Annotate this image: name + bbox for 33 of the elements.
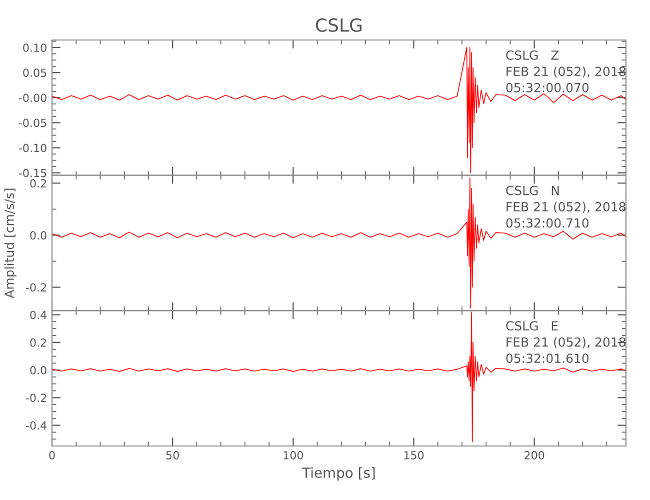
x-tick-label: 0 [49, 451, 55, 460]
chart-title: CSLG [316, 18, 362, 32]
y-tick-label: -0.10 [18, 144, 46, 152]
annotation: CSLG Z [506, 50, 559, 60]
y-tick-label: -0.2 [26, 394, 46, 402]
annotation: FEB 21 (052), 2018 [506, 66, 626, 78]
line-series [52, 47, 626, 174]
line-series [52, 178, 626, 308]
y-axis-title: Amplitud [cm/s/s] [4, 188, 16, 298]
annotation: FEB 21 (052), 2018 [506, 337, 626, 348]
y-tick-label: 0.2 [30, 338, 46, 347]
y-tick-label: 0.05 [23, 68, 46, 77]
annotation: CSLG N [506, 186, 559, 196]
annotation: CSLG E [506, 321, 558, 331]
x-tick-label: 100 [284, 451, 304, 460]
x-tick-label: 50 [166, 451, 179, 460]
y-tick-label: -0.15 [18, 168, 46, 178]
y-tick-label: -0.00 [18, 94, 46, 102]
annotation: 05:32:00.710 [506, 218, 589, 228]
y-tick-label: 0.0 [30, 366, 46, 374]
y-tick-label: 0.10 [23, 43, 46, 52]
annotation: 05:32:00.070 [506, 82, 589, 92]
y-tick-label: 0.2 [30, 179, 46, 188]
annotation: FEB 21 (052), 2018 [506, 202, 626, 213]
x-tick-label: 200 [524, 451, 544, 460]
x-tick-label: 150 [404, 451, 424, 460]
y-tick-label: -0.4 [26, 421, 47, 430]
y-tick-label: 0.4 [30, 310, 47, 320]
y-tick-label: -0.2 [26, 283, 46, 292]
y-tick-label: -0.05 [18, 118, 46, 128]
x-axis-title: Tiempo [s] [302, 467, 375, 481]
y-tick-label: 0.0 [30, 231, 46, 240]
annotation: 05:32:01.610 [506, 354, 589, 364]
